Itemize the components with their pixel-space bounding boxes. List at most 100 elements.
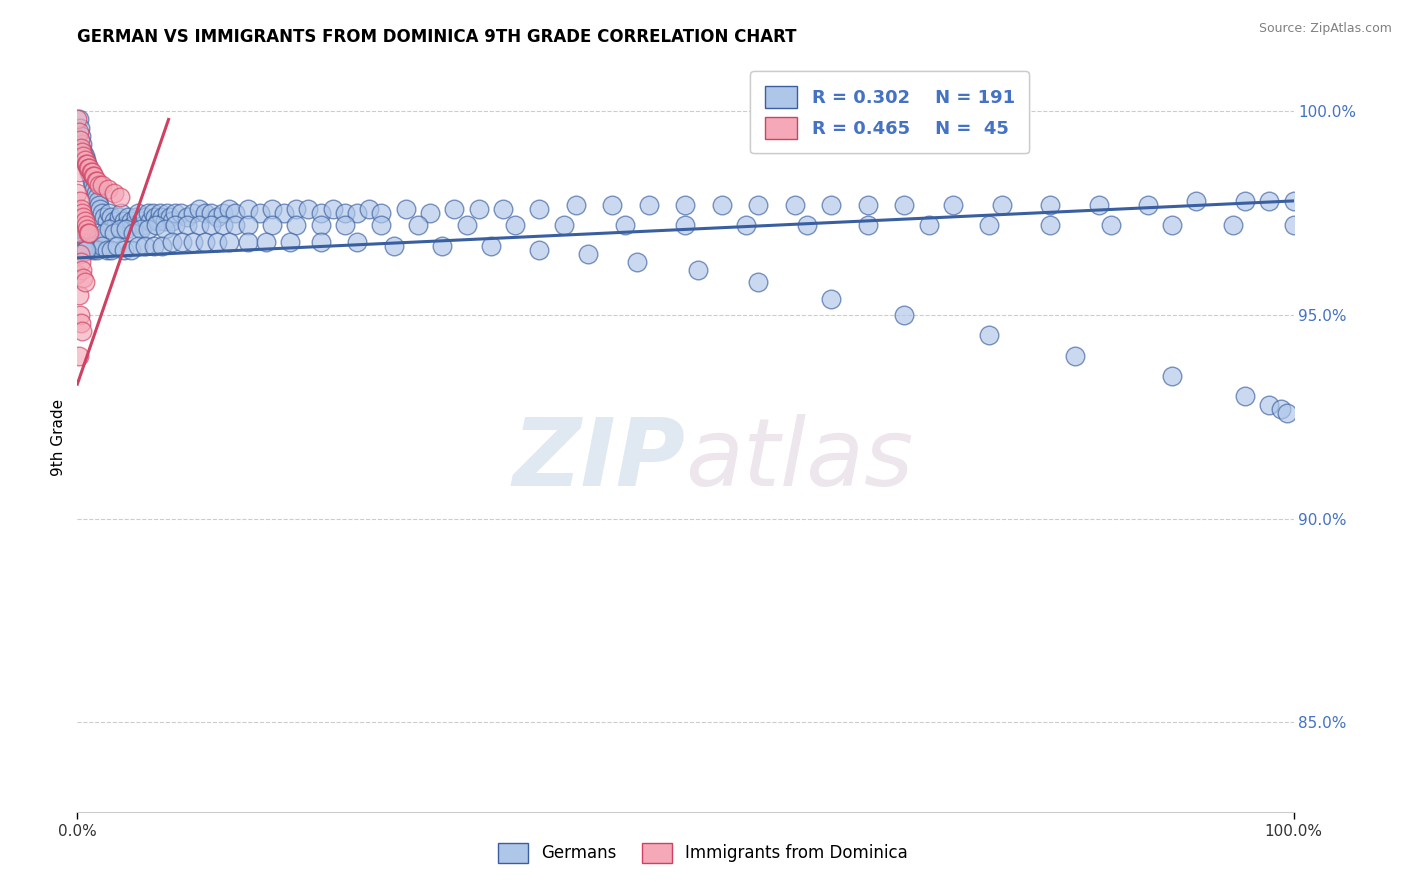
Point	[783, 198, 806, 212]
Point	[97, 182, 120, 196]
Point	[346, 206, 368, 220]
Point	[613, 219, 636, 233]
Point	[107, 238, 129, 252]
Point	[72, 230, 94, 244]
Point	[1233, 194, 1256, 208]
Point	[856, 198, 879, 212]
Point	[70, 238, 93, 252]
Point	[108, 190, 131, 204]
Point	[75, 157, 97, 171]
Point	[125, 210, 148, 224]
Point	[181, 235, 204, 249]
Point	[70, 141, 93, 155]
Point	[66, 186, 89, 200]
Point	[224, 206, 246, 220]
Point	[1063, 349, 1085, 363]
Point	[205, 235, 228, 249]
Point	[86, 190, 108, 204]
Point	[430, 238, 453, 252]
Text: ZIP: ZIP	[513, 414, 686, 506]
Point	[443, 202, 465, 216]
Point	[66, 267, 89, 281]
Point	[143, 210, 166, 224]
Point	[163, 219, 186, 233]
Point	[142, 206, 165, 220]
Point	[254, 235, 277, 249]
Point	[218, 235, 240, 249]
Point	[80, 173, 103, 187]
Point	[456, 219, 478, 233]
Point	[382, 238, 405, 252]
Point	[84, 186, 107, 200]
Point	[82, 243, 104, 257]
Point	[80, 165, 103, 179]
Point	[260, 202, 283, 216]
Point	[576, 247, 599, 261]
Point	[160, 214, 183, 228]
Point	[73, 243, 96, 257]
Point	[69, 308, 91, 322]
Point	[67, 287, 90, 301]
Point	[1277, 406, 1299, 420]
Point	[83, 169, 105, 184]
Point	[79, 165, 101, 179]
Point	[747, 198, 769, 212]
Point	[893, 198, 915, 212]
Point	[1258, 397, 1281, 411]
Point	[136, 222, 159, 236]
Point	[76, 243, 98, 257]
Point	[553, 219, 575, 233]
Point	[83, 182, 105, 196]
Point	[529, 243, 551, 257]
Point	[82, 169, 104, 184]
Point	[212, 206, 235, 220]
Point	[1270, 401, 1292, 416]
Point	[66, 112, 89, 127]
Point	[503, 219, 526, 233]
Point	[236, 235, 259, 249]
Point	[115, 222, 138, 236]
Point	[145, 219, 167, 233]
Point	[1161, 219, 1184, 233]
Point	[602, 198, 624, 212]
Point	[638, 198, 661, 212]
Point	[170, 206, 193, 220]
Point	[149, 206, 172, 220]
Point	[69, 120, 91, 135]
Point	[72, 210, 94, 224]
Point	[333, 219, 356, 233]
Point	[170, 235, 193, 249]
Point	[479, 238, 502, 252]
Point	[188, 219, 211, 233]
Point	[67, 165, 90, 179]
Point	[90, 238, 112, 252]
Point	[73, 214, 96, 228]
Point	[77, 161, 100, 176]
Point	[127, 206, 149, 220]
Y-axis label: 9th Grade: 9th Grade	[51, 399, 66, 475]
Point	[90, 206, 112, 220]
Point	[86, 173, 108, 187]
Point	[1088, 198, 1111, 212]
Point	[188, 202, 211, 216]
Point	[1185, 194, 1208, 208]
Point	[96, 214, 118, 228]
Point	[69, 247, 91, 261]
Point	[86, 243, 108, 257]
Point	[1233, 389, 1256, 403]
Point	[103, 214, 125, 228]
Point	[70, 263, 93, 277]
Point	[122, 227, 145, 241]
Point	[309, 206, 332, 220]
Point	[346, 235, 368, 249]
Point	[146, 214, 169, 228]
Point	[139, 214, 162, 228]
Point	[79, 161, 101, 176]
Point	[70, 255, 93, 269]
Point	[103, 186, 125, 200]
Point	[97, 222, 120, 236]
Point	[82, 178, 104, 192]
Point	[260, 219, 283, 233]
Point	[134, 238, 156, 252]
Point	[75, 243, 97, 257]
